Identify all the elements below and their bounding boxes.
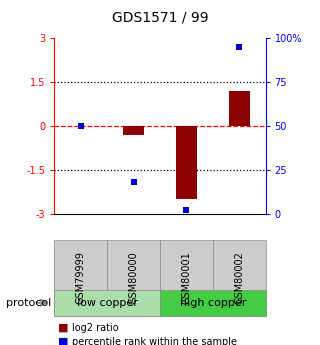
Text: GSM79999: GSM79999 bbox=[76, 251, 86, 304]
Text: GDS1571 / 99: GDS1571 / 99 bbox=[112, 10, 208, 24]
Text: protocol: protocol bbox=[6, 298, 52, 308]
Bar bbox=[123, 126, 144, 135]
Text: high copper: high copper bbox=[180, 298, 246, 308]
Text: GSM80002: GSM80002 bbox=[234, 251, 244, 304]
Bar bbox=[176, 126, 197, 199]
Text: percentile rank within the sample: percentile rank within the sample bbox=[72, 337, 237, 345]
Text: GSM80001: GSM80001 bbox=[181, 252, 191, 304]
Bar bbox=[228, 91, 250, 126]
Text: ■: ■ bbox=[58, 337, 68, 345]
Text: log2 ratio: log2 ratio bbox=[72, 323, 119, 333]
Text: GSM80000: GSM80000 bbox=[129, 252, 139, 304]
Text: low copper: low copper bbox=[77, 298, 138, 308]
Text: ■: ■ bbox=[58, 323, 68, 333]
